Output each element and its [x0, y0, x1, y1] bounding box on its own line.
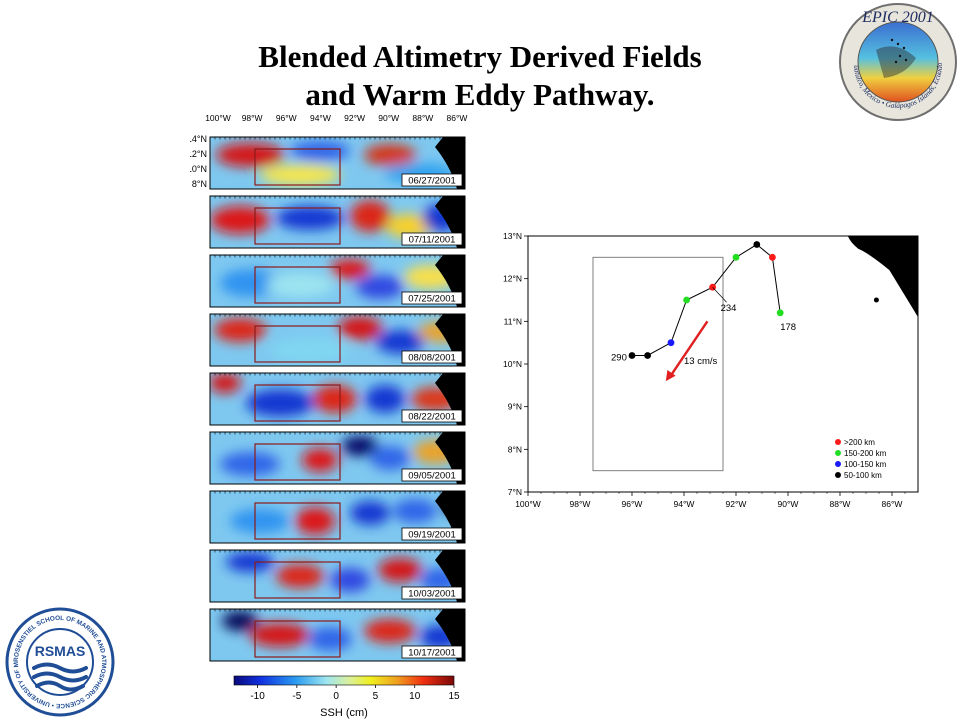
analysis-box	[254, 561, 341, 599]
legend-dot	[835, 461, 841, 467]
legend-label: 100-150 km	[844, 460, 887, 469]
left-axis-tick-label: 14°N	[190, 134, 207, 144]
y-tick-label: 7°N	[508, 487, 522, 497]
y-tick-label: 11°N	[504, 316, 522, 326]
colorbar-tick-label: 0	[333, 691, 339, 702]
title-line-2: and Warm Eddy Pathway.	[305, 77, 655, 112]
legend-dot	[835, 439, 841, 445]
x-tick-label: 86°W	[882, 499, 903, 509]
legend-dot	[835, 450, 841, 456]
ssh-panel: 07/11/2001	[209, 195, 466, 249]
analysis-box	[254, 266, 341, 304]
title-line-1: Blended Altimetry Derived Fields	[258, 39, 702, 74]
ssh-panel: 08/08/2001	[209, 313, 466, 367]
track-point	[753, 241, 761, 248]
y-tick-label: 10°N	[503, 359, 522, 369]
colorbar-tick-label: 5	[373, 691, 379, 702]
panel-date-label: 08/22/2001	[408, 412, 456, 423]
colorbar-tick-label: 15	[448, 691, 460, 702]
rsmas-wave-icon	[32, 662, 88, 692]
legend-label: 150-200 km	[844, 449, 887, 458]
panel-date-label: 09/05/2001	[408, 471, 456, 482]
top-axis-tick-label: 92°W	[344, 113, 365, 123]
track-point	[732, 253, 740, 261]
analysis-box	[254, 443, 341, 481]
analysis-box	[254, 148, 341, 186]
panel-date-label: 10/03/2001	[408, 589, 456, 600]
panel-date-label: 07/25/2001	[408, 294, 456, 305]
top-axis-tick-label: 94°W	[310, 113, 331, 123]
track-point	[769, 253, 776, 261]
colorbar-tick-label: -5	[292, 691, 301, 702]
x-tick-label: 88°W	[830, 499, 851, 509]
legend-dot	[835, 472, 841, 478]
top-axis-tick-label: 100°W	[205, 113, 231, 123]
ssh-panel: 08/22/2001	[209, 372, 466, 426]
x-tick-label: 100°W	[515, 499, 541, 509]
x-tick-label: 96°W	[622, 499, 643, 509]
panel-date-label: 09/19/2001	[408, 530, 456, 541]
ssh-panel: 09/19/2001	[209, 490, 466, 544]
panel-date-label: 10/17/2001	[408, 648, 456, 659]
panel-date-label: 08/08/2001	[408, 353, 456, 364]
y-tick-label: 13°N	[503, 231, 522, 241]
track-annotation: 234	[721, 303, 737, 314]
ssh-panel: 10/03/2001	[209, 549, 466, 603]
y-tick-label: 9°N	[508, 402, 522, 412]
slide-title: Blended Altimetry Derived Fields and War…	[160, 38, 800, 114]
top-axis-tick-label: 86°W	[447, 113, 468, 123]
colorbar-label: SSH (cm)	[320, 707, 368, 719]
epic-logo-name: EPIC 2001	[861, 9, 934, 26]
track-point	[667, 339, 675, 347]
colorbar-tick-label: 10	[409, 691, 421, 702]
track-annotation: 13 cm/s	[684, 356, 718, 367]
y-tick-label: 12°N	[503, 274, 522, 284]
velocity-arrow-head	[665, 370, 676, 382]
track-analysis-box	[592, 256, 724, 472]
analysis-box	[254, 325, 341, 363]
panel-date-label: 06/27/2001	[408, 176, 456, 187]
analysis-box	[254, 384, 341, 422]
analysis-box	[254, 620, 341, 658]
top-axis-tick-label: 88°W	[412, 113, 433, 123]
x-tick-label: 92°W	[726, 499, 747, 509]
rsmas-logo: ROSENSTIEL SCHOOL OF MARINE AND ATMOSPHE…	[4, 606, 115, 717]
ssh-panel: 07/25/2001	[209, 254, 466, 308]
panel-date-label: 07/11/2001	[409, 235, 456, 246]
left-axis-tick-label: 12°N	[190, 149, 207, 159]
top-axis-tick-label: 90°W	[378, 113, 399, 123]
colorbar-tick-label: -10	[250, 691, 265, 702]
analysis-box	[254, 502, 341, 540]
ssh-panel: 09/05/2001	[209, 431, 466, 485]
track-annotation: 290	[611, 352, 627, 363]
ssh-panels-chart: 100°W 98°W 96°W 94°W 92°W 90°W 88°W 86°W 14°N 12…	[190, 113, 468, 662]
top-axis-tick-label: 98°W	[242, 113, 263, 123]
track-point	[628, 352, 636, 359]
track-annotation: 178	[780, 322, 796, 333]
top-axis-tick-label: 96°W	[276, 113, 297, 123]
rsmas-logo-acronym: RSMAS	[35, 643, 86, 659]
x-tick-label: 98°W	[570, 499, 591, 509]
y-tick-label: 8°N	[508, 444, 522, 454]
ssh-panel: 06/27/2001	[209, 136, 466, 190]
ssh-panel: 10/17/2001	[209, 608, 466, 662]
epic-2001-logo: EPIC 2001 Huatulco, Mexico • Galápagos I…	[836, 0, 957, 121]
track-point	[644, 352, 651, 359]
legend-label: >200 km	[844, 438, 875, 447]
left-axis-tick-label: 10°N	[190, 164, 207, 174]
eddy-track-chart: 100°W 98°W 96°W 94°W 92°W 90°W 88°W 86°W 7°N 8°N 9…	[503, 231, 919, 509]
legend-label: 50-100 km	[844, 471, 882, 480]
left-axis-tick-label: 8°N	[192, 179, 207, 189]
ssh-colorbar: -10 -5 0 5 10 15 SSH (cm)	[233, 675, 460, 719]
velocity-arrow	[668, 320, 709, 378]
x-tick-label: 90°W	[778, 499, 799, 509]
track-point	[776, 309, 784, 317]
track-point	[683, 296, 690, 304]
x-tick-label: 94°W	[674, 499, 695, 509]
coastline-land	[847, 236, 918, 318]
analysis-box	[254, 207, 341, 245]
